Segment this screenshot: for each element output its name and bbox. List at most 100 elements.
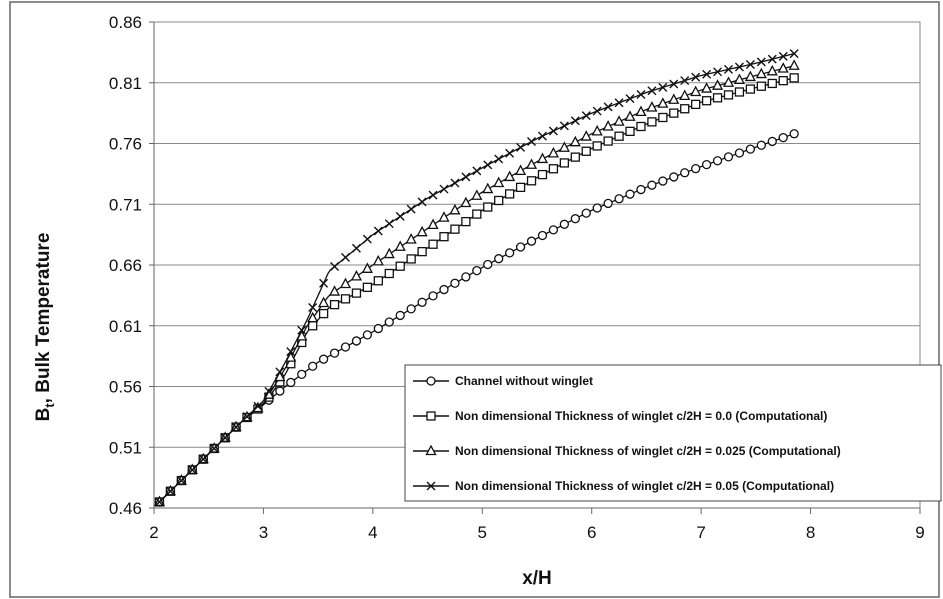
square-marker — [450, 224, 460, 234]
x-marker — [165, 486, 175, 496]
square-marker — [439, 232, 449, 242]
triangle-marker — [591, 124, 603, 136]
triangle-marker — [657, 97, 669, 108]
square-marker — [789, 73, 799, 83]
square-marker — [537, 169, 548, 180]
x-marker-stroke — [417, 197, 427, 207]
x-marker — [778, 51, 788, 61]
square-marker — [592, 141, 602, 151]
x-marker — [417, 197, 427, 207]
triangle-marker — [339, 277, 352, 289]
square-marker — [581, 146, 591, 156]
square-marker — [515, 182, 526, 193]
square-marker — [417, 246, 427, 257]
circle-marker — [428, 291, 438, 301]
triangle-marker — [416, 225, 428, 237]
square-marker — [614, 131, 624, 141]
x-marker — [592, 106, 602, 116]
circle-marker — [734, 148, 745, 158]
x-marker-stroke — [275, 367, 285, 377]
square-marker — [395, 261, 405, 271]
x-marker — [527, 137, 537, 147]
square-marker — [428, 239, 438, 249]
square-marker — [701, 96, 712, 106]
y-tick-label: 0.61 — [109, 317, 142, 336]
x-marker-stroke — [406, 204, 416, 214]
circle-marker — [494, 254, 504, 264]
series-group — [153, 49, 800, 507]
x-marker — [187, 465, 197, 475]
circle-marker — [526, 236, 537, 246]
x-marker — [439, 184, 449, 194]
x-marker-stroke — [231, 422, 241, 432]
circle-marker — [450, 278, 460, 288]
x-marker — [406, 204, 416, 214]
circle-marker — [680, 168, 690, 178]
x-marker — [570, 116, 580, 126]
triangle-marker — [558, 141, 570, 152]
y-tick-label: 0.66 — [109, 256, 142, 275]
legend: Channel without winglet Non dimensional T… — [404, 364, 942, 502]
circle-marker — [625, 189, 635, 199]
x-marker — [669, 79, 679, 89]
x-marker-stroke — [767, 54, 777, 64]
circle-marker — [362, 330, 373, 340]
series-triangle — [153, 59, 800, 507]
square-marker — [559, 158, 570, 168]
triangle-marker — [361, 262, 373, 273]
legend-box — [404, 364, 942, 502]
x-tick-label: 7 — [696, 523, 705, 542]
circle-marker — [340, 342, 351, 352]
triangle-marker — [635, 105, 647, 117]
triangle-marker — [690, 85, 702, 97]
x-tick-label: 9 — [915, 523, 924, 542]
x-marker — [691, 72, 701, 82]
x-marker — [559, 121, 569, 131]
x-tick-label: 8 — [806, 523, 815, 542]
x-marker-stroke — [198, 454, 208, 464]
triangle-marker — [788, 59, 800, 70]
x-marker — [308, 303, 318, 313]
triangle-marker — [372, 254, 384, 266]
x-marker-stroke — [756, 57, 766, 67]
x-marker — [614, 98, 624, 108]
y-tick-label: 0.86 — [109, 13, 142, 32]
triangle-marker — [427, 218, 439, 230]
circle-marker — [297, 369, 307, 380]
square-marker — [658, 112, 668, 123]
triangle-marker — [646, 101, 658, 112]
circle-marker — [691, 164, 701, 174]
square-marker — [373, 276, 383, 286]
y-tick-label: 0.71 — [109, 195, 142, 214]
x-marker-stroke — [494, 154, 504, 164]
x-marker-stroke — [472, 166, 482, 176]
square-marker — [691, 99, 701, 110]
x-marker-stroke — [680, 76, 690, 86]
x-marker — [658, 82, 668, 92]
circle-marker — [515, 242, 526, 252]
x-marker-stroke — [559, 121, 569, 131]
x-marker-stroke — [297, 325, 307, 335]
square-marker — [734, 87, 745, 97]
x-marker — [395, 211, 405, 221]
x-marker — [789, 49, 799, 59]
circle-marker — [701, 159, 712, 170]
x-marker — [253, 401, 263, 411]
x-marker-stroke — [362, 234, 372, 244]
triangle-marker — [449, 203, 461, 215]
x-marker — [603, 102, 613, 112]
triangle-marker — [482, 182, 494, 194]
triangle-marker — [471, 189, 483, 200]
x-marker-stroke — [187, 465, 197, 475]
triangle-marker — [525, 158, 538, 169]
circle-marker — [417, 297, 427, 307]
circle-marker — [426, 376, 436, 386]
square-marker — [603, 136, 613, 146]
y-axis-title-subscript: t — [42, 403, 57, 408]
square-marker — [756, 81, 766, 91]
x-marker-stroke — [439, 184, 449, 194]
square-marker — [472, 209, 482, 219]
x-marker-stroke — [264, 386, 274, 396]
x-marker-stroke — [351, 243, 361, 253]
